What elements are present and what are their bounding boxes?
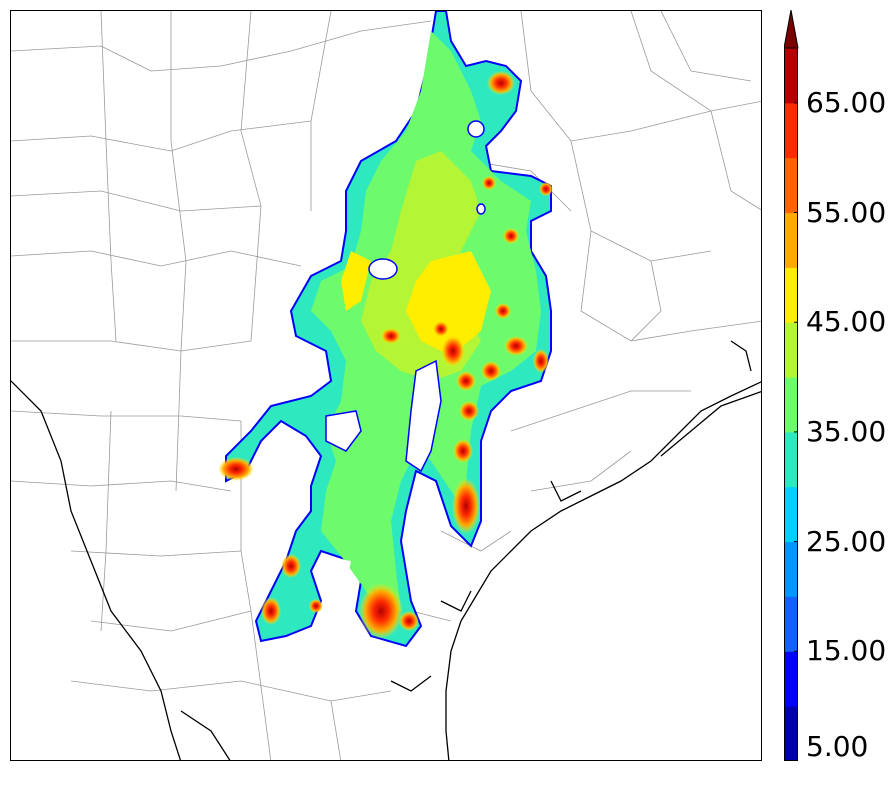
- colorbar-tick-label: 35.00: [806, 414, 887, 448]
- radar-map: [10, 10, 762, 761]
- colorbar-segment: [784, 322, 798, 378]
- colorbar-segment: [784, 541, 798, 597]
- colorbar-segment: [784, 651, 798, 707]
- colorbar-segment: [784, 377, 798, 433]
- colorbar-segment: [784, 102, 798, 159]
- colorbar-tick-label: 65.00: [806, 85, 887, 119]
- colorbar-segment: [784, 431, 798, 488]
- colorbar-segment: [784, 596, 798, 652]
- colorbar: 5.00 15.00 25.00 35.00 45.00 55.00 65.00: [784, 10, 894, 761]
- colorbar-tick-label: 5.00: [806, 730, 869, 763]
- colorbar-segment: [784, 212, 798, 268]
- precipitation-field: [218, 11, 553, 648]
- colorbar-extend-arrow: [784, 10, 799, 49]
- colorbar-segment: [784, 48, 798, 104]
- colorbar-tick-label: 25.00: [806, 524, 887, 558]
- county-boundaries: [11, 11, 761, 760]
- colorbar-tick-label: 15.00: [806, 634, 887, 668]
- colorbar-segment: [784, 706, 798, 761]
- colorbar-segment: [784, 486, 798, 543]
- colorbar-scale: [784, 10, 799, 761]
- colorbar-tick-label: 55.00: [806, 195, 887, 229]
- colorbar-segment: [784, 267, 798, 323]
- colorbar-tick-label: 45.00: [806, 305, 887, 339]
- colorbar-segment: [784, 157, 798, 214]
- coastline: [11, 340, 761, 760]
